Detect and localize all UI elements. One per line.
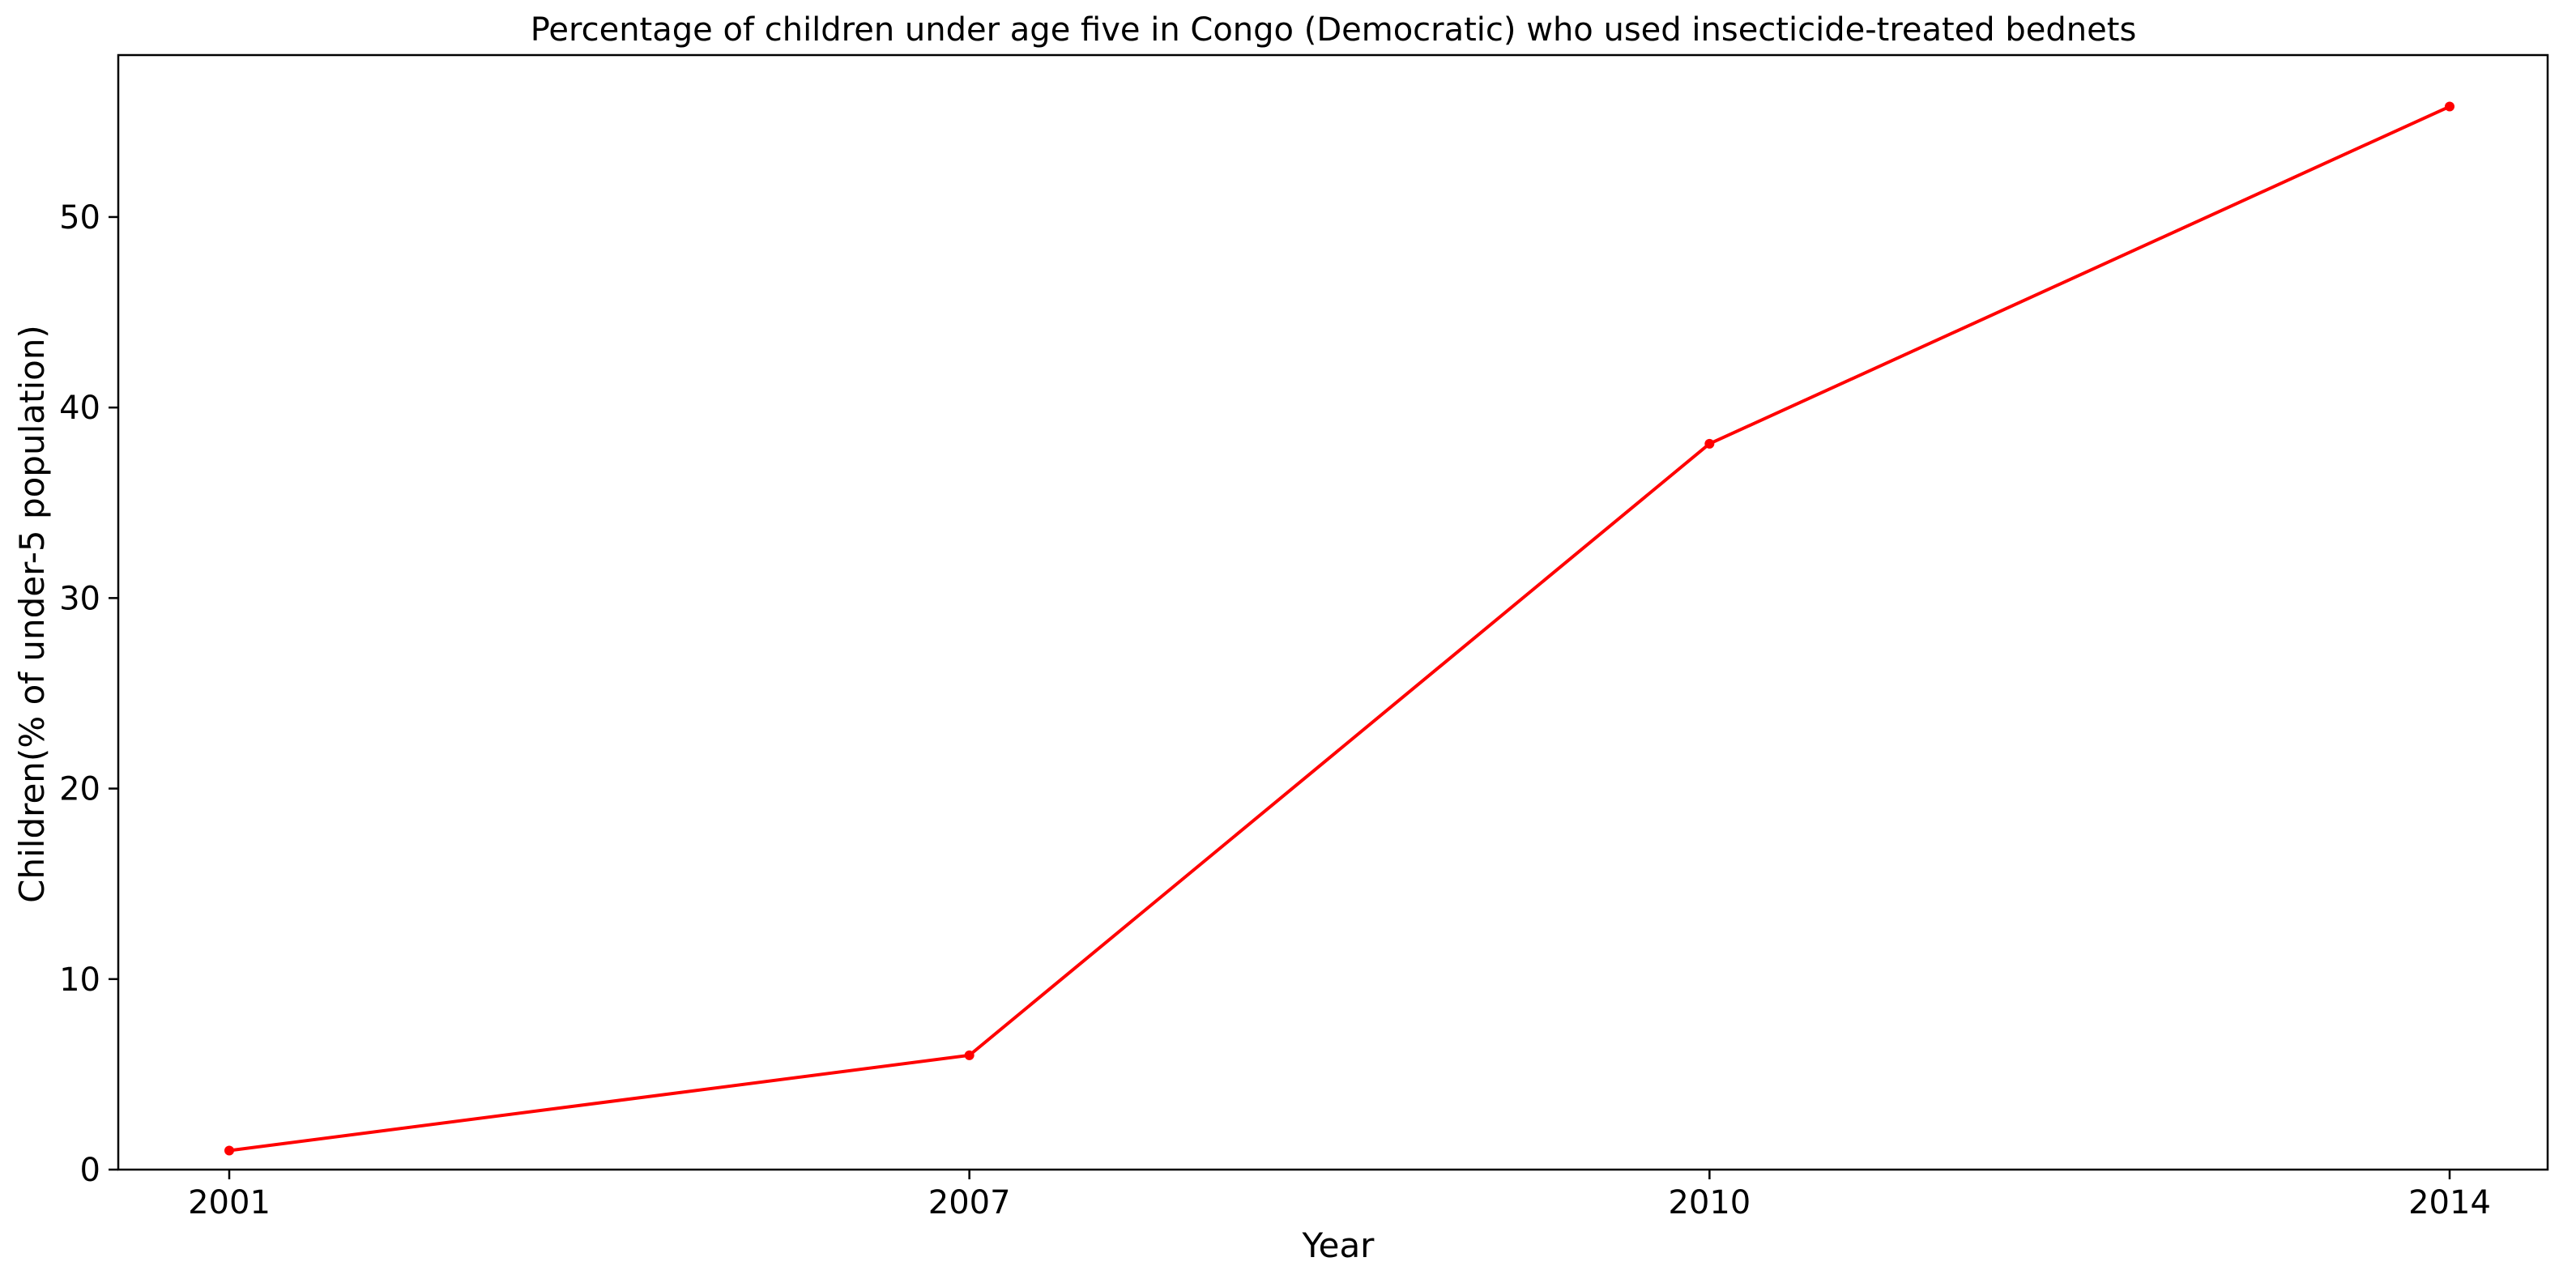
data-point bbox=[1704, 438, 1715, 449]
plot-frame bbox=[117, 53, 2549, 1171]
y-tick-label: 20 bbox=[59, 771, 100, 808]
y-axis-label: Children(% of under-5 population) bbox=[12, 325, 52, 903]
y-axis-ticks: 0 10 20 30 40 50 bbox=[59, 199, 118, 1189]
series-line bbox=[228, 104, 2450, 1153]
y-tick-label: 50 bbox=[59, 199, 100, 237]
data-point bbox=[2445, 101, 2454, 112]
x-tick-label: 2010 bbox=[1668, 1184, 1751, 1221]
x-tick-label: 2007 bbox=[928, 1184, 1011, 1221]
x-tick-label: 2001 bbox=[188, 1184, 271, 1221]
x-axis-ticks: 2001 2007 2010 2014 bbox=[188, 1170, 2491, 1221]
y-tick-label: 0 bbox=[80, 1152, 100, 1189]
data-points bbox=[224, 101, 2454, 1156]
x-axis-label: Year bbox=[1302, 1225, 1375, 1265]
y-tick-label: 30 bbox=[59, 580, 100, 617]
chart-title: Percentage of children under age five in… bbox=[531, 11, 2137, 49]
y-tick-label: 40 bbox=[59, 390, 100, 427]
data-point bbox=[964, 1050, 975, 1060]
x-tick-label: 2014 bbox=[2408, 1184, 2491, 1221]
y-tick-label: 10 bbox=[59, 961, 100, 999]
data-point bbox=[224, 1145, 234, 1156]
